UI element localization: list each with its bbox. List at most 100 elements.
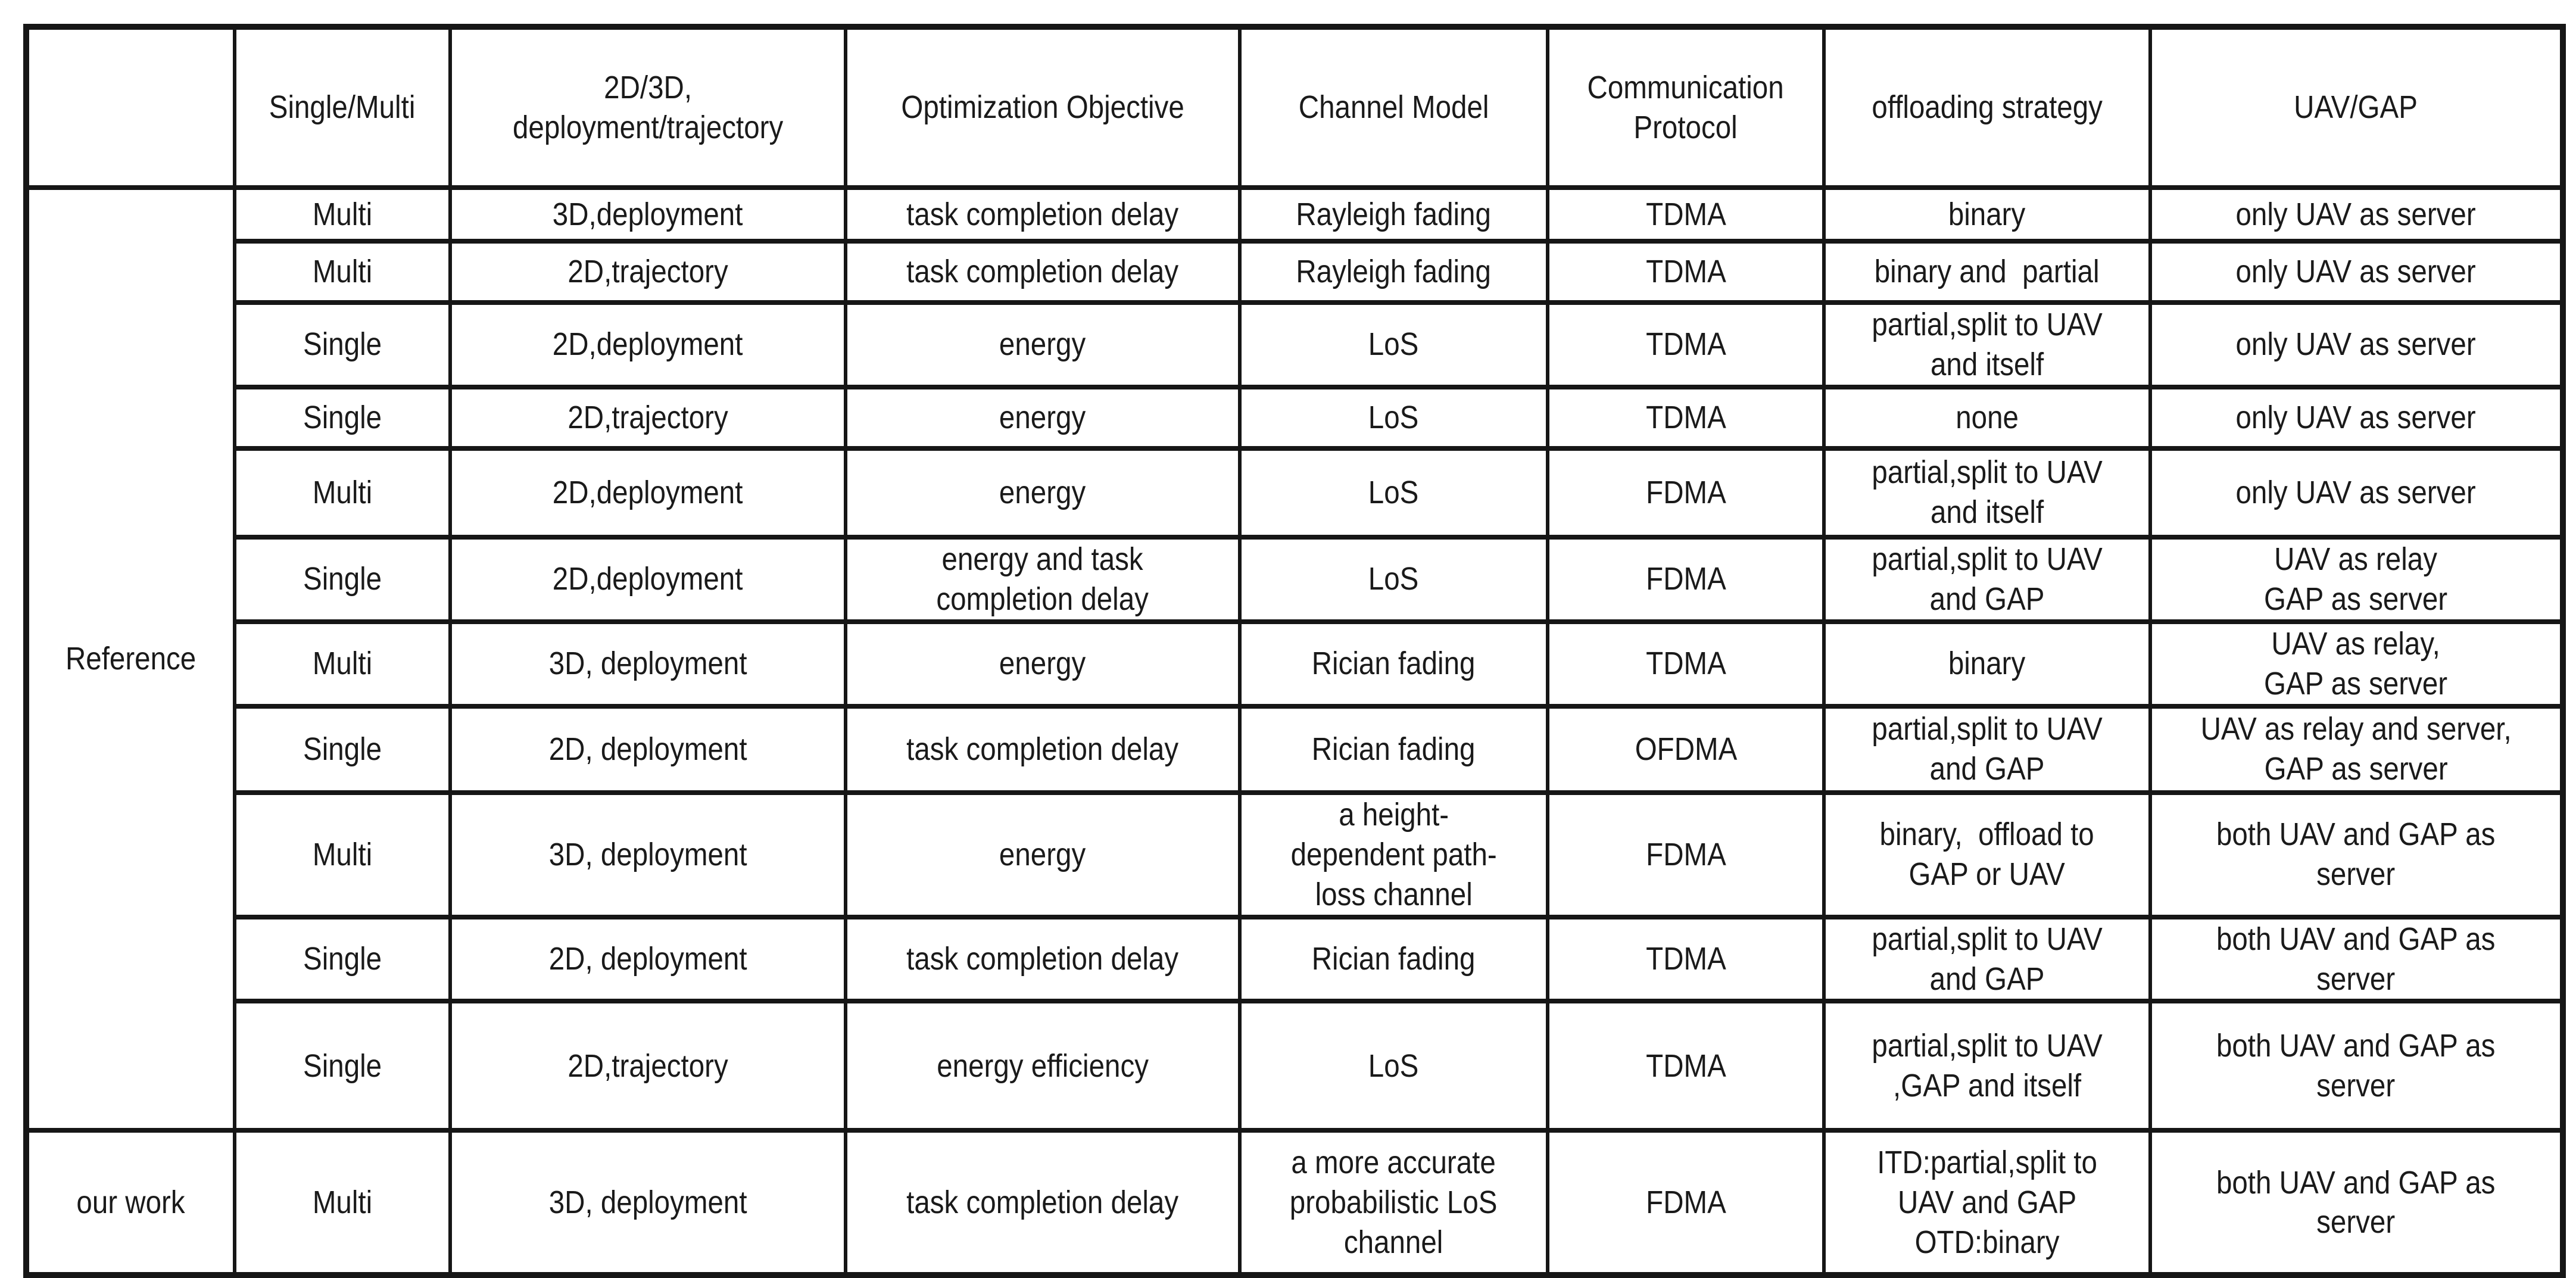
table-cell: FDMA xyxy=(1546,445,1826,540)
table-cell: energy xyxy=(844,445,1242,540)
header-label: Optimization Objective xyxy=(901,89,1184,126)
cell-text: LoS xyxy=(1368,474,1419,510)
table-cell: both UAV and GAP as server xyxy=(2148,1128,2565,1278)
reference-label-cell: Reference xyxy=(24,185,236,1133)
table-cell: 2D,trajectory xyxy=(448,239,847,305)
cell-text: energy xyxy=(999,399,1086,435)
cell-text: energy xyxy=(999,326,1086,363)
cell-text: Multi xyxy=(312,646,373,682)
table-cell: Single xyxy=(233,534,452,624)
table-cell: binary and partial xyxy=(1822,239,2152,305)
cell-text: partial,split to UAV and GAP xyxy=(1872,541,2103,617)
header-communication-protocol: Communication Protocol xyxy=(1546,24,1826,190)
cell-text: Multi xyxy=(312,254,373,290)
table-cell: 2D,trajectory xyxy=(448,999,847,1133)
table-cell: LoS xyxy=(1238,534,1549,624)
cell-text: OFDMA xyxy=(1635,731,1737,767)
table-cell: both UAV and GAP as server xyxy=(2148,914,2565,1004)
cell-text: energy xyxy=(999,836,1086,872)
cell-text: partial,split to UAV and GAP xyxy=(1872,711,2103,787)
table-cell: only UAV as server xyxy=(2148,445,2565,540)
cell-text: a height- dependent path- loss channel xyxy=(1290,796,1497,912)
cell-text: both UAV and GAP as server xyxy=(2216,1164,2496,1240)
cell-text: Rayleigh fading xyxy=(1296,254,1492,290)
reference-row: Single 2D,trajectory energy efficiency L… xyxy=(26,999,2565,1133)
reference-row: Multi 3D, deployment energy a height- de… xyxy=(26,790,2565,919)
cell-text: task completion delay xyxy=(906,254,1179,290)
reference-row: Reference Multi 3D,deployment task compl… xyxy=(24,185,2565,1133)
table-cell: partial,split to UAV and GAP xyxy=(1822,534,2152,624)
table-cell: FDMA xyxy=(1546,790,1826,919)
cell-text: TDMA xyxy=(1645,941,1726,977)
header-blank xyxy=(24,24,236,190)
cell-text: 2D, deployment xyxy=(548,731,747,767)
cell-text: Rician fading xyxy=(1312,646,1476,682)
table-cell: only UAV as server xyxy=(2148,185,2565,244)
cell-text: energy xyxy=(999,474,1086,510)
table-cell: Rician fading xyxy=(1238,619,1549,709)
table-cell: TDMA xyxy=(1546,185,1826,244)
table-cell: task completion delay xyxy=(844,185,1242,244)
cell-text: 2D,trajectory xyxy=(567,1048,728,1084)
table-cell: Rayleigh fading xyxy=(1238,239,1549,305)
table-cell: Multi xyxy=(233,619,452,709)
cell-text: partial,split to UAV and itself xyxy=(1872,307,2103,382)
cell-text: only UAV as server xyxy=(2235,399,2477,435)
cell-text: ITD:partial,split to UAV and GAP OTD:bin… xyxy=(1877,1145,2097,1260)
table-cell: a height- dependent path- loss channel xyxy=(1238,790,1549,919)
cell-text: FDMA xyxy=(1645,474,1726,510)
cell-text: Single xyxy=(302,326,382,363)
table-cell: ITD:partial,split to UAV and GAP OTD:bin… xyxy=(1822,1128,2152,1278)
cell-text: only UAV as server xyxy=(2235,474,2477,510)
table-cell: Multi xyxy=(233,185,452,244)
table-cell: energy xyxy=(844,300,1242,389)
cell-text: task completion delay xyxy=(906,1185,1179,1220)
cell-text: partial,split to UAV and GAP xyxy=(1872,921,2103,997)
header-channel-model: Channel Model xyxy=(1238,24,1549,190)
cell-text: only UAV as server xyxy=(2235,326,2477,363)
header-label: 2D/3D, deployment/trajectory xyxy=(512,69,784,145)
table-cell: Single xyxy=(233,384,452,451)
cell-text: LoS xyxy=(1368,561,1419,597)
cell-text: UAV as relay and server, GAP as server xyxy=(2200,711,2512,787)
cell-text: binary and partial xyxy=(1875,254,2100,290)
cell-text: TDMA xyxy=(1645,326,1726,363)
table-cell: energy xyxy=(844,384,1242,451)
table-cell: Multi xyxy=(233,790,452,919)
cell-text: Single xyxy=(302,1048,382,1084)
cell-text: both UAV and GAP as server xyxy=(2216,816,2496,893)
cell-text: binary, offload to GAP or UAV xyxy=(1879,816,2095,893)
cell-text: energy and task completion delay xyxy=(936,541,1149,617)
table-cell: none xyxy=(1822,384,2152,451)
cell-text: FDMA xyxy=(1645,1185,1726,1220)
table-cell: both UAV and GAP as server xyxy=(2148,999,2565,1133)
table-cell: LoS xyxy=(1238,999,1549,1133)
table-cell: UAV as relay and server, GAP as server xyxy=(2148,703,2565,795)
cell-text: both UAV and GAP as server xyxy=(2216,921,2496,997)
cell-text: 3D,deployment xyxy=(553,196,743,232)
cell-text: 2D, deployment xyxy=(548,941,747,977)
cell-text: Single xyxy=(302,731,382,767)
cell-text: both UAV and GAP as server xyxy=(2216,1028,2496,1104)
table-cell: binary xyxy=(1822,619,2152,709)
table-cell: binary, offload to GAP or UAV xyxy=(1822,790,2152,919)
cell-text: energy xyxy=(999,646,1086,682)
table-cell: OFDMA xyxy=(1546,703,1826,795)
table-cell: Single xyxy=(233,703,452,795)
table-cell: Multi xyxy=(233,239,452,305)
table-cell: task completion delay xyxy=(844,239,1242,305)
cell-text: 2D,trajectory xyxy=(567,254,728,290)
table-cell: 2D, deployment xyxy=(448,703,847,795)
table-cell: energy efficiency xyxy=(844,999,1242,1133)
reference-row: Multi 3D, deployment energy Rician fadin… xyxy=(26,619,2565,709)
cell-text: LoS xyxy=(1368,326,1419,363)
reference-row: Single 2D,deployment energy LoS TDMA par… xyxy=(26,300,2565,389)
cell-text: TDMA xyxy=(1645,646,1726,682)
reference-row: Multi 2D,trajectory task completion dela… xyxy=(26,239,2565,305)
cell-text: partial,split to UAV ,GAP and itself xyxy=(1872,1028,2103,1104)
table-cell: task completion delay xyxy=(844,914,1242,1004)
table-cell: TDMA xyxy=(1546,999,1826,1133)
table-cell: TDMA xyxy=(1546,300,1826,389)
cell-text: TDMA xyxy=(1645,254,1726,290)
table-cell: Multi xyxy=(233,445,452,540)
